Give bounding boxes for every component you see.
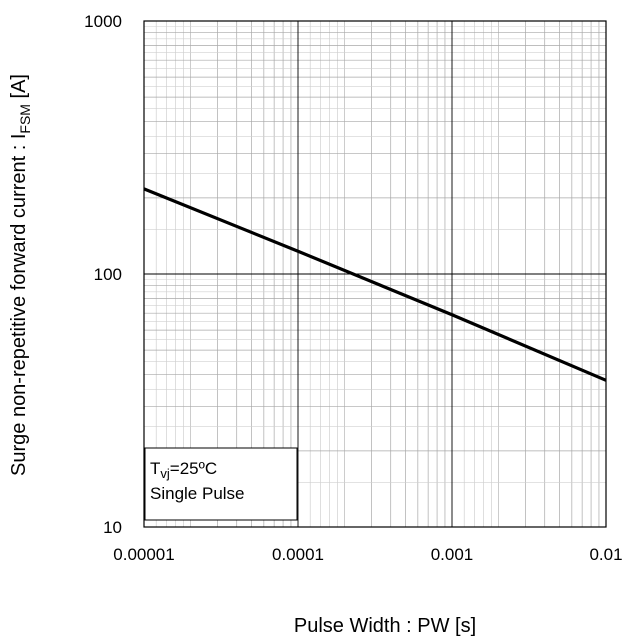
x-tick-label: 0.01 [589, 545, 622, 564]
condition-temperature-rest: =25ºC [170, 459, 217, 478]
condition-temperature: Tvj=25ºC [150, 459, 217, 481]
x-tick-label: 0.001 [431, 545, 474, 564]
series-line [143, 187, 607, 382]
x-tick-label: 0.0001 [272, 545, 324, 564]
series-layer [143, 187, 607, 382]
y-axis-title-unit: [A] [8, 74, 30, 104]
y-tick-labels: 10 100 1000 [84, 12, 122, 537]
condition-annotation-box: Tvj=25ºC Single Pulse [144, 447, 298, 521]
plot-frame [143, 20, 607, 528]
y-tick-label: 10 [103, 518, 122, 537]
y-axis-title-main: Surge non-repetitive forward current : I [8, 134, 30, 476]
condition-pulse: Single Pulse [150, 484, 245, 503]
condition-temperature-sub: vj [160, 466, 170, 481]
x-tick-labels: 0.00001 0.0001 0.001 0.01 [113, 545, 622, 564]
major-grid [144, 21, 606, 527]
condition-temperature-main: T [150, 459, 160, 478]
x-tick-label: 0.00001 [113, 545, 174, 564]
y-tick-label: 100 [94, 265, 122, 284]
y-axis-title: Surge non-repetitive forward current : I… [8, 74, 33, 476]
y-tick-label: 1000 [84, 12, 122, 31]
x-axis-title: Pulse Width : PW [s] [294, 615, 476, 637]
y-axis-title-sub: FSM [17, 104, 33, 134]
